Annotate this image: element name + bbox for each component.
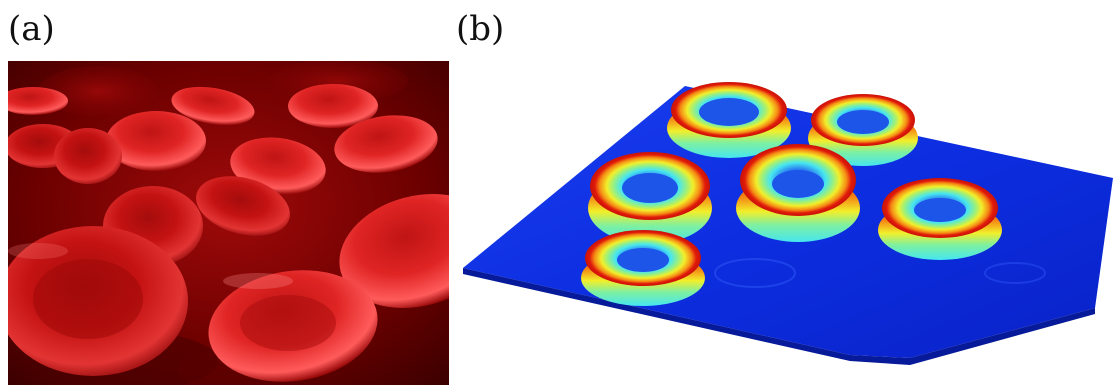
red-blood-cells-illustration xyxy=(8,61,449,385)
cell-ring-3 xyxy=(588,152,712,244)
cell-ring-1 xyxy=(667,82,791,158)
cell-ring-4 xyxy=(736,144,860,242)
cell-ring-6 xyxy=(581,230,705,306)
panel-b-label: (b) xyxy=(456,9,505,49)
cell-ring-2 xyxy=(808,94,918,166)
cell-ring-5 xyxy=(878,178,1002,260)
panel-a-label: (a) xyxy=(8,9,55,49)
cell-surface-heightmap xyxy=(455,68,1113,368)
